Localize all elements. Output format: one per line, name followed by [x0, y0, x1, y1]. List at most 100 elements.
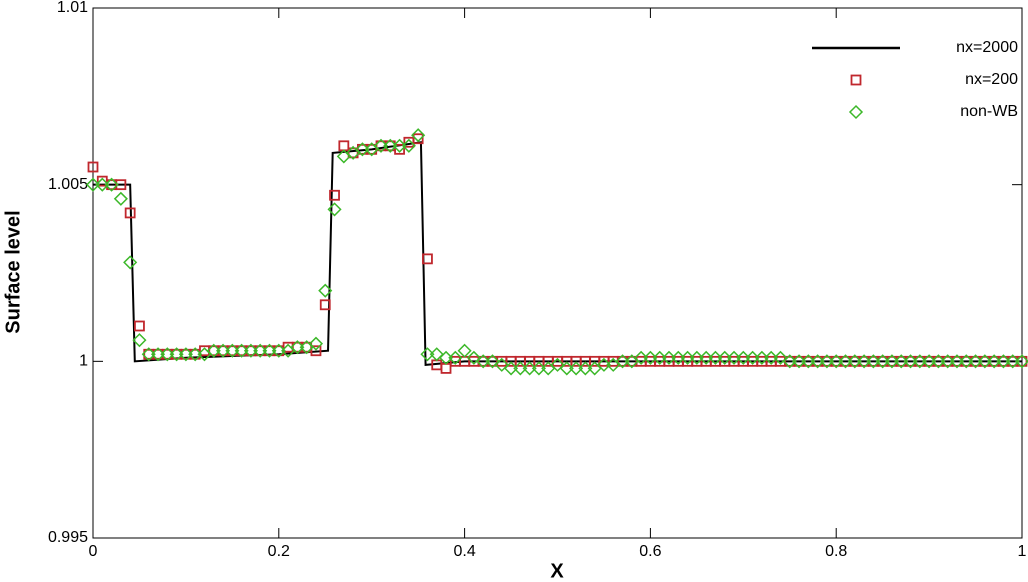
x-tick-label: 0.8: [825, 543, 847, 560]
data-point: [959, 354, 974, 369]
data-point: [113, 191, 128, 206]
x-tick-label: 0.4: [453, 543, 475, 560]
data-point: [327, 202, 342, 217]
y-tick-label: 0.995: [48, 529, 88, 546]
data-point: [513, 361, 528, 376]
data-point: [903, 354, 918, 369]
data-point: [689, 350, 704, 365]
data-point: [1005, 354, 1020, 369]
data-point: [141, 347, 156, 362]
data-point: [319, 299, 331, 311]
data-point: [968, 354, 983, 369]
data-point: [819, 354, 834, 369]
data-point: [680, 350, 695, 365]
data-point: [485, 354, 500, 369]
data-point: [569, 361, 584, 376]
y-tick-label: 1.01: [57, 0, 88, 16]
data-point: [438, 350, 454, 365]
data-point: [329, 189, 340, 201]
data-point: [652, 350, 667, 365]
x-tick-label: 1: [1018, 543, 1027, 560]
data-point: [810, 354, 825, 369]
data-point: [124, 207, 136, 219]
data-point: [754, 350, 769, 365]
data-point: [169, 347, 184, 362]
legend-swatch: [850, 74, 862, 86]
data-point: [123, 255, 138, 270]
legend-label: nx=200: [965, 71, 1018, 88]
data-point: [150, 347, 166, 362]
data-point: [838, 354, 853, 369]
data-point: [420, 347, 435, 362]
y-axis-label: Surface level: [2, 210, 24, 333]
data-point: [373, 138, 389, 153]
legend-label: nx=2000: [956, 39, 1018, 56]
data-point: [383, 138, 398, 153]
data-point: [215, 343, 231, 358]
data-point: [615, 354, 630, 369]
data-point: [940, 354, 955, 369]
legend-label: non-WB: [960, 103, 1018, 120]
data-point: [262, 343, 277, 358]
data-point: [225, 343, 240, 358]
data-point: [466, 350, 481, 365]
data-point: [717, 350, 732, 365]
data-point: [912, 354, 927, 369]
data-point: [494, 357, 509, 372]
data-point: [522, 361, 537, 376]
data-point: [243, 343, 258, 358]
plot-frame: [92, 7, 1023, 539]
data-point: [782, 354, 797, 369]
data-point: [310, 345, 322, 357]
data-point: [699, 350, 714, 365]
x-tick-label: 0.2: [268, 543, 290, 560]
data-point: [411, 128, 426, 143]
y-tick-label: 1.005: [48, 176, 88, 193]
data-point: [773, 350, 788, 365]
data-point: [996, 354, 1011, 369]
data-point: [85, 177, 101, 192]
data-point: [634, 350, 649, 365]
data-point: [866, 354, 881, 369]
data-point: [206, 343, 221, 358]
data-point: [429, 347, 444, 362]
data-point: [160, 347, 175, 362]
data-point: [931, 354, 946, 369]
data-point: [764, 350, 779, 365]
data-point: [355, 142, 370, 157]
data-point: [1014, 354, 1028, 369]
data-point: [531, 361, 546, 376]
data-point: [578, 361, 593, 376]
y-tick-label: 1: [79, 353, 88, 370]
data-point: [875, 354, 890, 369]
data-point: [922, 354, 937, 369]
data-point: [661, 350, 677, 365]
data-point: [503, 361, 519, 376]
data-point: [671, 350, 686, 365]
data-point: [271, 343, 286, 358]
data-point: [894, 354, 909, 369]
data-point: [394, 143, 405, 155]
data-point: [596, 357, 612, 372]
data-point: [318, 283, 333, 298]
data-point: [726, 350, 742, 365]
data-point: [134, 320, 145, 332]
data-point: [401, 138, 416, 153]
data-point: [476, 354, 491, 369]
data-point: [457, 343, 472, 358]
x-tick-label: 0: [89, 543, 98, 560]
data-point: [1016, 355, 1028, 367]
data-point: [234, 343, 249, 358]
data-point: [791, 354, 807, 369]
data-point: [559, 361, 574, 376]
data-point: [736, 350, 751, 365]
data-point: [132, 333, 147, 348]
data-point: [412, 133, 424, 145]
data-point: [188, 347, 203, 362]
data-point: [87, 161, 99, 173]
data-point: [801, 354, 816, 369]
data-point: [440, 362, 452, 374]
data-point: [448, 350, 463, 365]
